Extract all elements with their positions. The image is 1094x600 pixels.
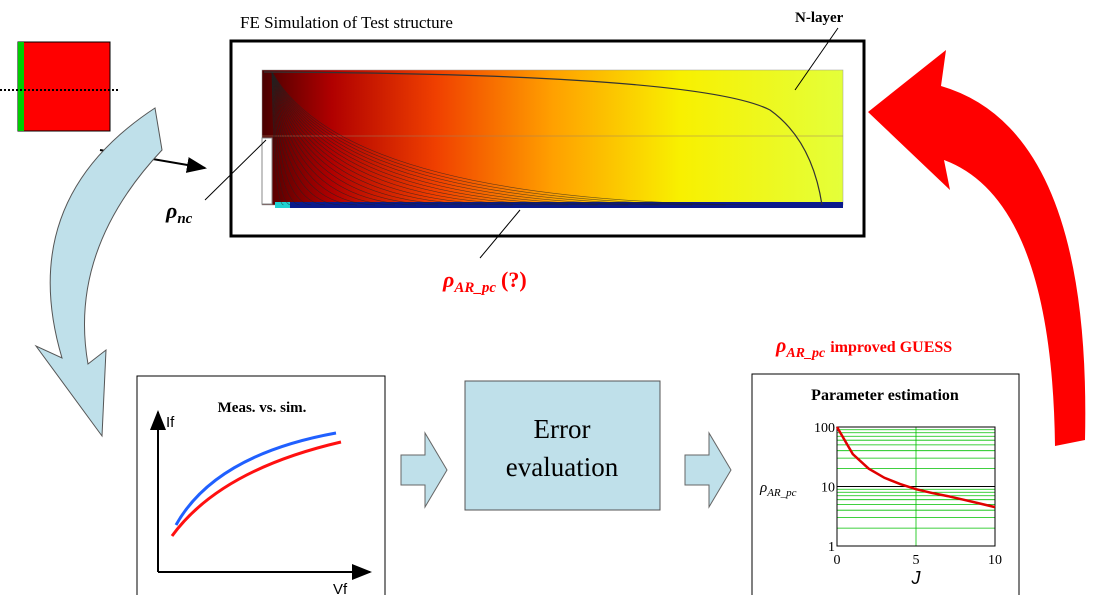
y-tick-label: 10 [821,481,835,496]
flow-arrow [34,107,163,438]
error-line: evaluation [506,452,619,482]
contour-line [271,71,291,206]
meas-curve [174,431,337,526]
chevron [400,431,448,509]
sim-title: FE Simulation of Test structure [240,13,453,32]
strip [275,202,290,208]
contour-line [271,71,629,206]
subscript: nc [177,211,192,227]
contour-line [271,71,487,206]
error-box [464,380,661,511]
symbol: ρ [759,480,767,496]
contour-line [271,71,312,206]
subscript: AR_pc [453,280,496,296]
contour-line [271,71,439,206]
chevron [684,431,732,509]
contour-line [271,71,660,206]
plot: 0 5 10 1 10 100 [814,421,1002,568]
guess-label: ρAR_pc improved GUESS [775,335,952,361]
n-layer-label: N-layer [795,10,844,26]
x-label: J [911,568,922,588]
suffix: (?) [501,267,527,292]
y-tick-label: 100 [814,421,835,436]
contour-line [271,71,341,206]
contour-line [271,71,598,206]
feedback-arrow [868,50,1086,446]
error-line: Error [534,414,591,444]
contour-line [271,71,416,206]
contour-line [271,71,513,206]
contour-line [271,71,726,206]
contact-region [261,137,273,205]
rho-nc-label: ρnc [165,198,193,227]
x-tick-label: 0 [834,553,841,568]
leader-line [479,209,521,259]
contour-line [271,71,541,206]
x-label: Vf [333,581,348,595]
rho-ar-label: ρAR_pc (?) [442,267,527,296]
contours [271,71,761,206]
y-tick-label: 1 [828,540,835,555]
leader-line [204,139,267,201]
sample-square [17,41,111,132]
x-tick-label: 10 [988,553,1002,568]
contour-line [271,71,462,206]
contour-line [271,71,376,206]
contour-line [271,71,300,206]
plot-frame [836,426,996,547]
leader-line [794,27,839,91]
meas-box [136,375,386,599]
contour-line [271,71,325,206]
symbol: ρ [775,335,786,357]
sim-field [261,69,844,206]
y-label: If [166,414,175,431]
contour-line [271,71,395,206]
contour-line [263,71,823,206]
contour-line [271,71,761,206]
symbol: ρ [442,267,454,292]
symbol: ρ [165,198,177,223]
sim-curve [170,440,342,537]
chart-title: Parameter estimation [811,387,959,404]
subscript: AR_pc [785,346,826,361]
contour-line [271,71,569,206]
contour-line [271,71,693,206]
suffix: improved GUESS [830,339,952,356]
param-box [751,373,1020,599]
y-label: ρAR_pc [759,480,797,499]
contour-line [271,71,357,206]
sample-contact [18,42,24,131]
x-tick-label: 5 [913,553,920,568]
subscript: AR_pc [766,487,796,499]
curve [835,426,996,509]
meas-title: Meas. vs. sim. [218,400,307,416]
